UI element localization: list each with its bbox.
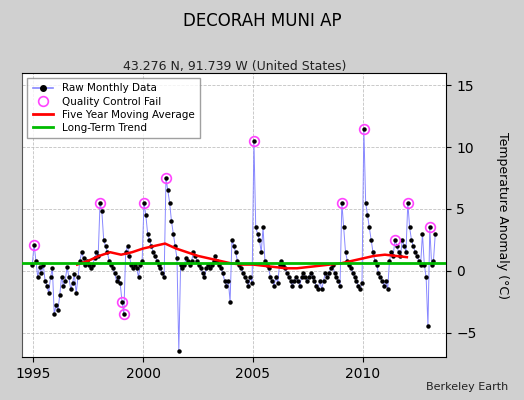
Y-axis label: Temperature Anomaly (°C): Temperature Anomaly (°C) <box>496 132 509 299</box>
Title: 43.276 N, 91.739 W (United States): 43.276 N, 91.739 W (United States) <box>123 60 346 73</box>
Legend: Raw Monthly Data, Quality Control Fail, Five Year Moving Average, Long-Term Tren: Raw Monthly Data, Quality Control Fail, … <box>27 78 200 138</box>
Text: DECORAH MUNI AP: DECORAH MUNI AP <box>183 12 341 30</box>
Text: Berkeley Earth: Berkeley Earth <box>426 382 508 392</box>
